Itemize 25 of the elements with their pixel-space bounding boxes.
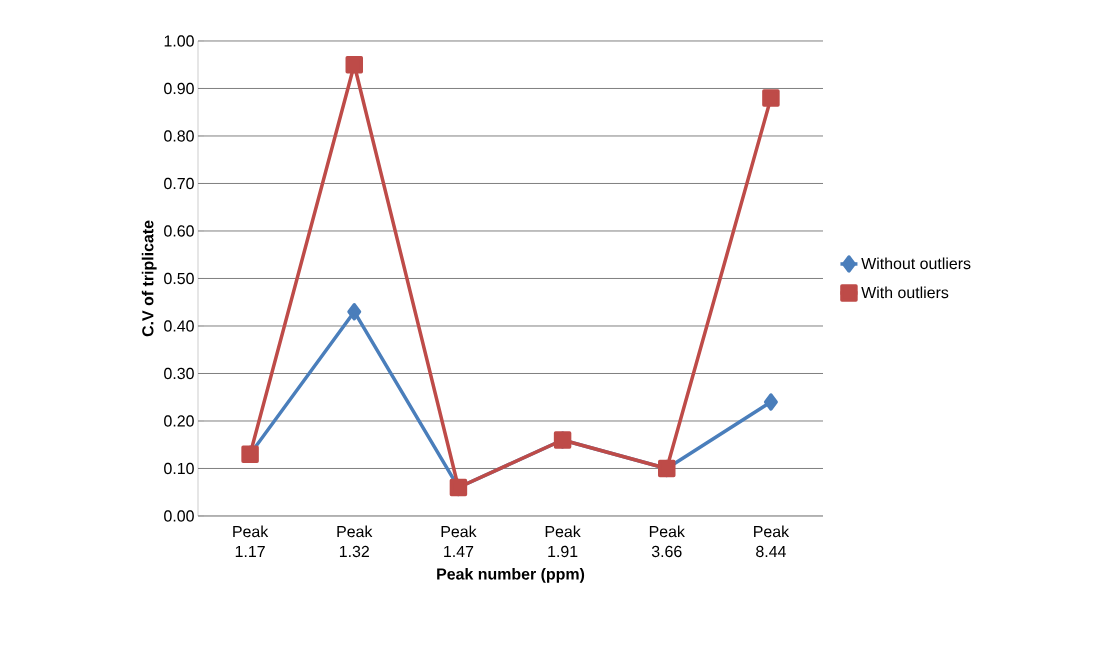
x-tick-label: Peak 1.17 bbox=[233, 525, 269, 557]
x-tick-label: Peak 1.32 bbox=[337, 525, 373, 558]
point bbox=[347, 302, 362, 321]
point bbox=[345, 55, 364, 74]
legend-label: With outliers bbox=[861, 286, 949, 299]
y-tick-label: 0.10 bbox=[164, 462, 194, 475]
y-tick-label: 0.70 bbox=[164, 177, 194, 190]
legend-label: Without outliers bbox=[861, 257, 971, 270]
y-tick-label: 0.00 bbox=[164, 510, 194, 522]
y-tick-label: 0.40 bbox=[164, 320, 194, 332]
y-tick-label: 0.30 bbox=[164, 367, 194, 380]
x-tick-label: Peak 3.66 bbox=[649, 525, 685, 558]
y-tick-label: 0.80 bbox=[164, 130, 194, 142]
y-tick-label: 0.50 bbox=[164, 272, 194, 285]
x-tick-label: Peak 1.91 bbox=[545, 525, 581, 558]
x-tick-label: Peak 1.47 bbox=[441, 525, 477, 557]
point bbox=[763, 393, 778, 411]
point bbox=[762, 89, 780, 107]
y-axis-title: C.V of triplicate bbox=[141, 220, 157, 337]
x-tick-label: Peak 8.44 bbox=[754, 525, 790, 558]
x-axis-title: Peak number (ppm) bbox=[437, 567, 585, 583]
y-tick-label: 0.60 bbox=[164, 225, 194, 237]
y-tick-label: 1.00 bbox=[164, 35, 194, 47]
y-tick-label: 0.20 bbox=[164, 415, 194, 427]
y-tick-label: 0.90 bbox=[164, 82, 194, 95]
